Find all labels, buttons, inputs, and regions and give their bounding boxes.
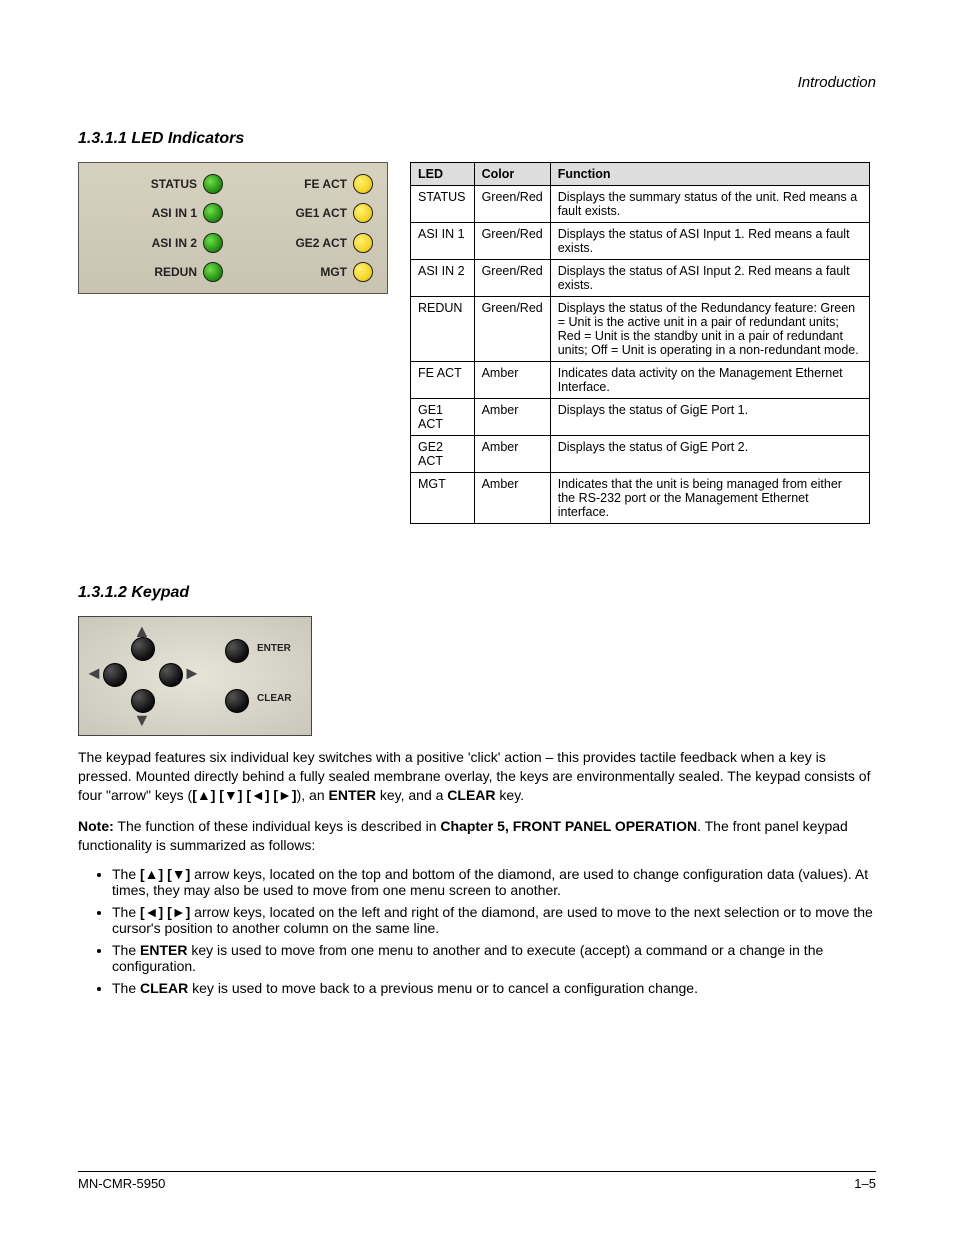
enter-keyword: ENTER — [329, 787, 376, 803]
up-button — [131, 637, 155, 661]
table-row: ASI IN 1Green/RedDisplays the status of … — [411, 223, 870, 260]
table-cell: Indicates data activity on the Managemen… — [550, 362, 869, 399]
led-ge1-icon — [353, 203, 373, 223]
section-heading-keypad: 1.3.1.2 Keypad — [78, 584, 876, 602]
table-row: REDUNGreen/RedDisplays the status of the… — [411, 297, 870, 362]
led-asi1-icon — [203, 203, 223, 223]
left-button — [103, 663, 127, 687]
table-cell: FE ACT — [411, 362, 475, 399]
table-cell: ASI IN 1 — [411, 223, 475, 260]
paragraph-1: The keypad features six individual key s… — [78, 748, 876, 805]
led-section-row: STATUS FE ACT ASI IN 1 GE1 ACT ASI IN 2 … — [78, 162, 876, 524]
down-arrow-glyph: ▼ — [133, 710, 151, 731]
table-cell: Displays the status of GigE Port 1. — [550, 399, 869, 436]
right-arrow-glyph: ► — [183, 663, 201, 684]
table-cell: Displays the status of ASI Input 1. Red … — [550, 223, 869, 260]
table-cell: MGT — [411, 473, 475, 524]
led-redun-label: REDUN — [154, 265, 197, 279]
led-asi2-label: ASI IN 2 — [152, 236, 197, 250]
led-feact-icon — [353, 174, 373, 194]
table-cell: Displays the status of ASI Input 2. Red … — [550, 260, 869, 297]
list-item: The CLEAR key is used to move back to a … — [112, 980, 876, 996]
table-cell: Amber — [474, 473, 550, 524]
keypad-bullet-list: The [▲] [▼] arrow keys, located on the t… — [112, 866, 876, 996]
table-cell: Displays the summary status of the unit.… — [550, 186, 869, 223]
th-led: LED — [411, 163, 475, 186]
list-item: The [▲] [▼] arrow keys, located on the t… — [112, 866, 876, 898]
led-panel-image: STATUS FE ACT ASI IN 1 GE1 ACT ASI IN 2 … — [78, 162, 388, 294]
table-cell: Green/Red — [474, 260, 550, 297]
led-ge1-label: GE1 ACT — [295, 206, 347, 220]
list-item: The [◄] [►] arrow keys, located on the l… — [112, 904, 876, 936]
led-status-icon — [203, 174, 223, 194]
table-row: FE ACTAmberIndicates data activity on th… — [411, 362, 870, 399]
clear-button — [225, 689, 249, 713]
table-cell: Green/Red — [474, 297, 550, 362]
led-redun-icon — [203, 262, 223, 282]
footer-doc: MN-CMR-5950 — [78, 1176, 165, 1191]
body-text: The keypad features six individual key s… — [78, 748, 876, 996]
led-mgt-icon — [353, 262, 373, 282]
table-cell: STATUS — [411, 186, 475, 223]
th-function: Function — [550, 163, 869, 186]
led-mgt-label: MGT — [320, 265, 347, 279]
led-asi2-icon — [203, 233, 223, 253]
table-cell: GE2 ACT — [411, 436, 475, 473]
led-ge2-label: GE2 ACT — [295, 236, 347, 250]
table-cell: GE1 ACT — [411, 399, 475, 436]
led-table: LED Color Function STATUSGreen/RedDispla… — [410, 162, 870, 524]
table-cell: Green/Red — [474, 186, 550, 223]
right-button — [159, 663, 183, 687]
table-cell: Indicates that the unit is being managed… — [550, 473, 869, 524]
table-cell: Amber — [474, 399, 550, 436]
table-row: GE2 ACTAmberDisplays the status of GigE … — [411, 436, 870, 473]
keypad-image: ▲ ▼ ◄ ► ENTER CLEAR — [78, 616, 312, 736]
led-status-label: STATUS — [151, 177, 197, 191]
led-asi1-label: ASI IN 1 — [152, 206, 197, 220]
down-button — [131, 689, 155, 713]
th-color: Color — [474, 163, 550, 186]
table-cell: Green/Red — [474, 223, 550, 260]
table-row: STATUSGreen/RedDisplays the summary stat… — [411, 186, 870, 223]
table-row: MGTAmberIndicates that the unit is being… — [411, 473, 870, 524]
table-cell: Amber — [474, 362, 550, 399]
enter-label: ENTER — [257, 643, 291, 654]
page-footer: MN-CMR-5950 1–5 — [78, 1171, 876, 1191]
table-cell: Amber — [474, 436, 550, 473]
clear-label: CLEAR — [257, 693, 291, 704]
list-item: The ENTER key is used to move from one m… — [112, 942, 876, 974]
table-row: GE1 ACTAmberDisplays the status of GigE … — [411, 399, 870, 436]
header-right: Introduction — [798, 74, 876, 91]
table-cell: REDUN — [411, 297, 475, 362]
table-cell: Displays the status of GigE Port 2. — [550, 436, 869, 473]
clear-keyword: CLEAR — [447, 787, 495, 803]
led-feact-label: FE ACT — [304, 177, 347, 191]
arrow-keys-glyph: [▲] [▼] [◄] [►] — [192, 786, 296, 805]
table-header-row: LED Color Function — [411, 163, 870, 186]
led-ge2-icon — [353, 233, 373, 253]
table-row: ASI IN 2Green/RedDisplays the status of … — [411, 260, 870, 297]
enter-button — [225, 639, 249, 663]
footer-page: 1–5 — [854, 1176, 876, 1191]
table-cell: Displays the status of the Redundancy fe… — [550, 297, 869, 362]
paragraph-note: Note: The function of these individual k… — [78, 817, 876, 855]
left-arrow-glyph: ◄ — [85, 663, 103, 684]
table-cell: ASI IN 2 — [411, 260, 475, 297]
section-heading-leds: 1.3.1.1 LED Indicators — [78, 130, 876, 148]
